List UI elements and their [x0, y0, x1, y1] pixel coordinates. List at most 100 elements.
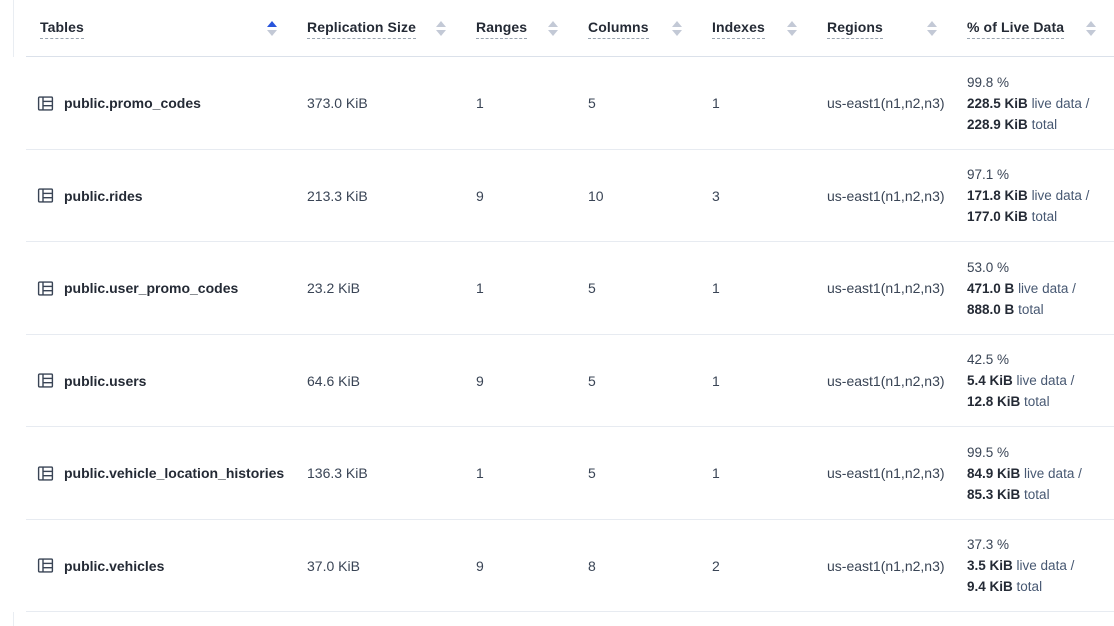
live-data-amount: 228.5 KiB live data /: [967, 95, 1090, 111]
indexes-cell: 1: [712, 465, 720, 482]
table-name-link[interactable]: public.vehicles: [64, 557, 165, 574]
column-header-replication-size-label: Replication Size: [307, 19, 416, 39]
sort-caret-icon: [672, 21, 682, 36]
total-data-amount: 888.0 B total: [967, 301, 1044, 317]
replication-size-cell: 64.6 KiB: [307, 372, 360, 389]
table-name-cell: public.user_promo_codes: [26, 280, 295, 297]
regions-cell: us-east1(n1,n2,n3): [827, 557, 945, 574]
live-data-amount: 5.4 KiB live data /: [967, 373, 1075, 389]
column-header-indexes-label: Indexes: [712, 19, 765, 39]
sort-asc-icon: [548, 21, 558, 27]
table-name-cell: public.promo_codes: [26, 95, 295, 112]
sort-desc-icon: [672, 30, 682, 36]
sort-caret-icon: [1086, 21, 1096, 36]
live-data-amount: 471.0 B live data /: [967, 280, 1076, 296]
indexes-cell: 1: [712, 95, 720, 112]
live-data-cell: 99.5 % 84.9 KiB live data / 85.3 KiB tot…: [955, 442, 1114, 505]
live-data-cell: 99.8 % 228.5 KiB live data / 228.9 KiB t…: [955, 72, 1114, 135]
live-data-percent: 99.8 %: [967, 74, 1010, 90]
table-name-cell: public.vehicle_location_histories: [26, 465, 295, 482]
replication-size-cell: 213.3 KiB: [307, 187, 368, 204]
live-data-percent: 99.5 %: [967, 444, 1010, 460]
ranges-cell: 1: [476, 280, 484, 297]
indexes-cell: 1: [712, 372, 720, 389]
table-row[interactable]: public.promo_codes 373.0 KiB 1 5 1 us-ea…: [0, 57, 1114, 150]
table-name-link[interactable]: public.users: [64, 372, 147, 389]
live-data-percent: 97.1 %: [967, 167, 1010, 183]
columns-cell: 8: [588, 557, 596, 574]
columns-cell: 10: [588, 187, 604, 204]
live-data-amount: 3.5 KiB live data /: [967, 558, 1075, 574]
live-data-percent: 42.5 %: [967, 352, 1010, 368]
sort-caret-icon: [548, 21, 558, 36]
live-data-cell: 97.1 % 171.8 KiB live data / 177.0 KiB t…: [955, 164, 1114, 227]
total-data-amount: 9.4 KiB total: [967, 579, 1043, 595]
indexes-cell: 2: [712, 557, 720, 574]
sort-asc-icon: [672, 21, 682, 27]
table-row[interactable]: public.rides 213.3 KiB 9 10 3 us-east1(n…: [0, 149, 1114, 242]
columns-cell: 5: [588, 372, 596, 389]
regions-cell: us-east1(n1,n2,n3): [827, 372, 945, 389]
ranges-cell: 9: [476, 372, 484, 389]
table-row[interactable]: public.vehicles 37.0 KiB 9 8 2 us-east1(…: [0, 519, 1114, 612]
column-header-replication-size[interactable]: Replication Size: [295, 19, 464, 39]
sort-asc-icon: [436, 21, 446, 27]
table-row[interactable]: public.user_promo_codes 23.2 KiB 1 5 1 u…: [0, 242, 1114, 335]
columns-cell: 5: [588, 465, 596, 482]
column-header-ranges[interactable]: Ranges: [464, 19, 576, 39]
ranges-cell: 1: [476, 95, 484, 112]
sort-desc-icon: [548, 30, 558, 36]
sort-asc-icon: [267, 21, 277, 27]
live-data-percent: 37.3 %: [967, 537, 1010, 553]
live-data-cell: 37.3 % 3.5 KiB live data / 9.4 KiB total: [955, 534, 1114, 597]
table-row[interactable]: public.vehicle_location_histories 136.3 …: [0, 427, 1114, 520]
sort-asc-icon: [927, 21, 937, 27]
table-icon: [37, 280, 54, 297]
sort-caret-icon: [436, 21, 446, 36]
table-icon: [37, 557, 54, 574]
column-header-live-data[interactable]: % of Live Data: [955, 19, 1114, 39]
column-header-regions[interactable]: Regions: [815, 19, 955, 39]
total-data-amount: 85.3 KiB total: [967, 486, 1050, 502]
live-data-cell: 53.0 % 471.0 B live data / 888.0 B total: [955, 257, 1114, 320]
table-name-link[interactable]: public.user_promo_codes: [64, 280, 239, 297]
regions-cell: us-east1(n1,n2,n3): [827, 95, 945, 112]
table-row[interactable]: public.users 64.6 KiB 9 5 1 us-east1(n1,…: [0, 334, 1114, 427]
table-name-cell: public.vehicles: [26, 557, 295, 574]
table-name-cell: public.rides: [26, 187, 295, 204]
table-header-row: Tables Replication Size Ranges Columns: [0, 0, 1114, 57]
sort-desc-icon: [927, 30, 937, 36]
live-data-amount: 171.8 KiB live data /: [967, 188, 1090, 204]
ranges-cell: 9: [476, 557, 484, 574]
table-body: public.promo_codes 373.0 KiB 1 5 1 us-ea…: [0, 57, 1114, 612]
table-icon: [37, 187, 54, 204]
ranges-cell: 9: [476, 187, 484, 204]
live-data-cell: 42.5 % 5.4 KiB live data / 12.8 KiB tota…: [955, 349, 1114, 412]
table-name-link[interactable]: public.vehicle_location_histories: [64, 465, 285, 482]
indexes-cell: 3: [712, 187, 720, 204]
sort-caret-icon: [787, 21, 797, 36]
regions-cell: us-east1(n1,n2,n3): [827, 465, 945, 482]
table-name-link[interactable]: public.promo_codes: [64, 95, 201, 112]
indexes-cell: 1: [712, 280, 720, 297]
sort-asc-icon: [787, 21, 797, 27]
replication-size-cell: 136.3 KiB: [307, 465, 368, 482]
regions-cell: us-east1(n1,n2,n3): [827, 187, 945, 204]
replication-size-cell: 23.2 KiB: [307, 280, 360, 297]
column-header-columns[interactable]: Columns: [576, 19, 700, 39]
column-header-regions-label: Regions: [827, 19, 883, 39]
ranges-cell: 1: [476, 465, 484, 482]
sort-desc-icon: [1086, 30, 1096, 36]
table-name-link[interactable]: public.rides: [64, 187, 143, 204]
total-data-amount: 228.9 KiB total: [967, 116, 1058, 132]
column-header-tables-label: Tables: [40, 19, 84, 39]
column-header-indexes[interactable]: Indexes: [700, 19, 815, 39]
sort-desc-icon: [787, 30, 797, 36]
column-header-live-data-label: % of Live Data: [967, 19, 1065, 39]
sort-desc-icon: [436, 30, 446, 36]
tables-list: Tables Replication Size Ranges Columns: [0, 0, 1114, 612]
table-name-cell: public.users: [26, 372, 295, 389]
column-header-ranges-label: Ranges: [476, 19, 528, 39]
table-icon: [37, 95, 54, 112]
column-header-tables[interactable]: Tables: [26, 19, 295, 39]
